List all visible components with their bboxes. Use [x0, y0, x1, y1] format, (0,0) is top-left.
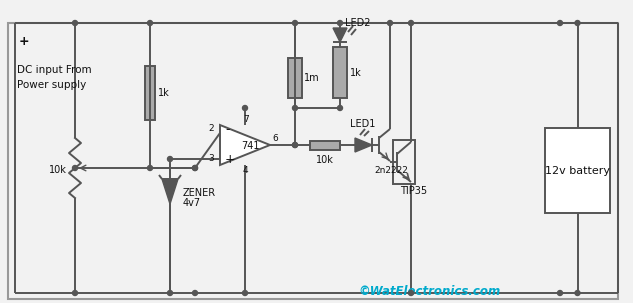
Bar [393, 140, 415, 184]
Circle shape [337, 21, 342, 25]
Circle shape [575, 291, 580, 295]
Circle shape [168, 291, 173, 295]
Text: ©WatElectronics.com: ©WatElectronics.com [359, 285, 501, 298]
Text: LED1: LED1 [350, 119, 375, 129]
Circle shape [242, 105, 248, 111]
Circle shape [192, 291, 197, 295]
Circle shape [337, 105, 342, 111]
Text: 12v battery: 12v battery [545, 165, 610, 175]
Text: ZENER: ZENER [183, 188, 216, 198]
Text: 4: 4 [243, 166, 249, 175]
Circle shape [558, 291, 563, 295]
Text: 6: 6 [272, 134, 278, 143]
Text: 3: 3 [208, 154, 214, 163]
Text: 1m: 1m [304, 73, 320, 83]
Circle shape [168, 157, 173, 161]
Circle shape [408, 21, 413, 25]
Polygon shape [162, 179, 178, 204]
Text: -: - [225, 123, 230, 136]
Circle shape [73, 291, 77, 295]
Circle shape [408, 291, 413, 295]
Circle shape [292, 142, 298, 148]
Text: Power supply: Power supply [17, 80, 86, 90]
Text: DC input From: DC input From [17, 65, 92, 75]
Bar [545, 128, 610, 213]
Circle shape [558, 21, 563, 25]
Text: 2: 2 [208, 124, 213, 133]
Text: 7: 7 [243, 115, 249, 124]
Polygon shape [355, 138, 372, 152]
Polygon shape [333, 28, 347, 42]
Circle shape [292, 21, 298, 25]
Polygon shape [220, 125, 270, 165]
Circle shape [192, 165, 197, 171]
Bar [310, 141, 340, 149]
Text: 10k: 10k [49, 165, 67, 175]
Text: 2n2222: 2n2222 [374, 166, 408, 175]
Circle shape [575, 21, 580, 25]
Circle shape [147, 165, 153, 171]
Circle shape [292, 142, 298, 148]
Circle shape [387, 21, 392, 25]
Circle shape [73, 165, 77, 171]
Text: 4v7: 4v7 [183, 198, 201, 208]
Circle shape [292, 105, 298, 111]
Circle shape [73, 21, 77, 25]
Text: 10k: 10k [316, 155, 334, 165]
Text: 1k: 1k [350, 68, 361, 78]
Bar [288, 58, 302, 98]
Bar [333, 47, 347, 98]
Text: +: + [225, 153, 235, 166]
Bar [145, 66, 155, 120]
Text: LED2: LED2 [345, 18, 370, 28]
Text: TIP35: TIP35 [400, 186, 427, 196]
Text: 741: 741 [241, 141, 260, 151]
Text: 1k: 1k [158, 88, 170, 98]
Circle shape [242, 291, 248, 295]
Text: +: + [19, 35, 30, 48]
Circle shape [147, 21, 153, 25]
Circle shape [192, 165, 197, 171]
